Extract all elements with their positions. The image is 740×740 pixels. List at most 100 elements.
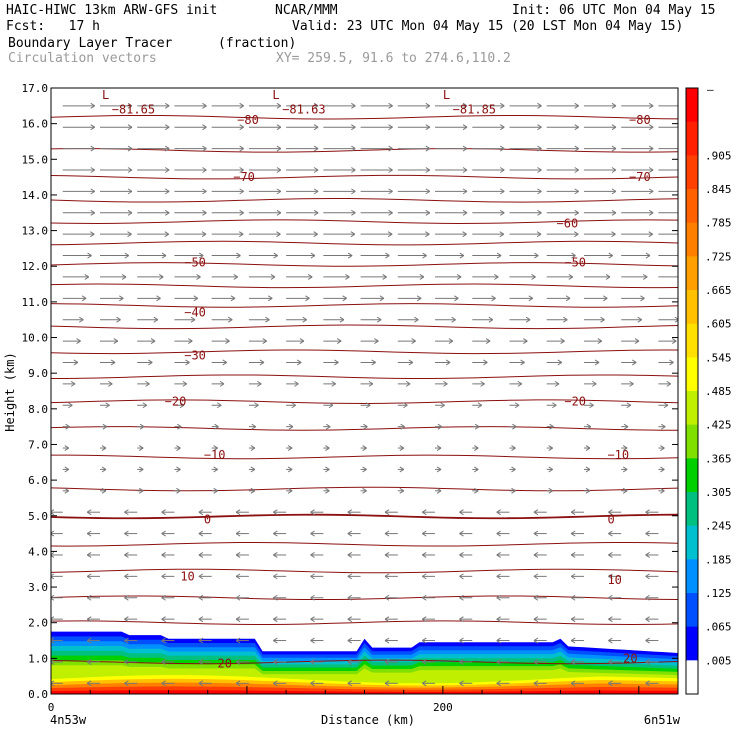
- colorbar-swatch: [686, 88, 698, 123]
- y-tick-label: 13.0: [22, 225, 49, 238]
- vector-arrow-head: [600, 316, 605, 323]
- colorbar: – .905 .845 .785 .725 .665 .605 .545 .485 .425 .36…: [685, 83, 732, 695]
- vector-arrow-head: [537, 209, 542, 216]
- vector-arrow-head: [313, 124, 319, 131]
- vector-arrow-head: [488, 316, 494, 323]
- vector-arrow-head: [674, 316, 678, 323]
- vector-arrow-head: [351, 145, 356, 152]
- vector-arrow-head: [164, 231, 170, 238]
- vector-arrow-head: [239, 167, 244, 173]
- contour-label: −81.85: [453, 102, 496, 116]
- vector-arrow-head: [570, 637, 576, 644]
- vector-arrow-head: [570, 616, 576, 623]
- vector-arrow-head: [388, 145, 393, 152]
- vector-arrow-head: [276, 145, 282, 152]
- vector-arrow-head: [276, 124, 282, 131]
- vector-arrow-head: [351, 209, 356, 216]
- colorbar-swatch: [686, 290, 698, 325]
- vector-arrow-head: [124, 252, 130, 259]
- vector-arrow-head: [164, 167, 170, 173]
- vector-arrow-head: [512, 423, 517, 430]
- contour-label: L: [102, 88, 109, 102]
- vector-arrow-head: [605, 274, 611, 280]
- contour-label: −70: [629, 170, 651, 184]
- vector-arrow-head: [350, 231, 356, 238]
- vector-arrow-head: [239, 209, 244, 216]
- vector-arrow-head: [459, 509, 464, 516]
- vector-arrow-head: [310, 509, 315, 516]
- vector-arrow-head: [161, 252, 167, 259]
- vector-arrow-head: [608, 252, 614, 259]
- vector-arrow-head: [287, 487, 293, 494]
- colorbar-swatch: [686, 189, 698, 224]
- colorbar-swatch: [686, 323, 698, 358]
- vector-arrow-head: [388, 188, 393, 195]
- vector-arrow-head: [159, 274, 164, 280]
- vector-arrow-head: [101, 487, 107, 494]
- vector-arrow-head: [235, 680, 241, 687]
- vector-arrow-head: [405, 380, 411, 387]
- vector-arrow-head: [528, 295, 534, 302]
- vector-arrow-head: [537, 102, 542, 109]
- vector-arrow-head: [637, 316, 643, 323]
- vector-arrow-head: [388, 209, 393, 216]
- vector-arrow-head: [313, 231, 318, 238]
- vector-arrow-head: [138, 466, 144, 473]
- vector-arrow-head: [384, 616, 390, 623]
- vector-arrow-head: [403, 402, 408, 409]
- vector-arrow-head: [235, 573, 241, 580]
- vector-arrow-head: [537, 167, 542, 173]
- vector-arrow-head: [462, 209, 468, 216]
- vector-arrow-head: [384, 552, 390, 558]
- vector-arrow-head: [296, 359, 302, 366]
- vector-arrow-head: [121, 274, 127, 280]
- isotherm-line: [51, 374, 678, 380]
- isotherm-contours: [51, 114, 678, 665]
- vector-arrow-head: [421, 594, 427, 601]
- vector-arrow-head: [557, 359, 563, 366]
- vector-arrow-head: [565, 295, 571, 302]
- vector-arrow-head: [388, 102, 393, 109]
- vector-arrow-head: [270, 274, 276, 280]
- vector-arrow-head: [496, 552, 501, 558]
- colorbar-label: .125: [705, 587, 732, 600]
- vector-arrow-head: [276, 209, 282, 216]
- vector-arrow-head: [421, 509, 427, 516]
- vector-arrow-head: [645, 573, 650, 580]
- vector-arrow-head: [525, 316, 531, 323]
- vector-arrow-head: [64, 487, 70, 494]
- vector-arrow-head: [235, 616, 241, 623]
- vector-arrow-head: [376, 316, 382, 323]
- vector-arrow-head: [161, 509, 166, 516]
- vector-arrow-head: [363, 423, 368, 430]
- x-tick-label: 0: [48, 701, 55, 714]
- vector-arrow-head: [634, 338, 640, 345]
- isotherm-line: [51, 454, 678, 460]
- contour-label: −81.65: [112, 102, 155, 116]
- vector-arrow-head: [425, 102, 431, 109]
- vector-arrow-head: [574, 145, 579, 152]
- vector-arrow-head: [198, 530, 204, 537]
- colorbar-label: .485: [705, 385, 732, 398]
- vector-arrow-head: [51, 509, 55, 516]
- vector-arrow-head: [594, 359, 600, 366]
- vector-arrow-head: [164, 188, 170, 195]
- vector-arrow-head: [568, 274, 574, 280]
- contour-label: 20: [218, 657, 232, 671]
- isotherm-line: [51, 240, 678, 246]
- vector-arrow-head: [443, 380, 448, 387]
- vector-arrow-head: [660, 466, 665, 473]
- vector-arrow-head: [445, 359, 451, 366]
- vector-arrow-head: [307, 274, 313, 280]
- vector-arrow-head: [425, 145, 431, 152]
- vector-arrow-head: [90, 188, 96, 195]
- vector-arrow-head: [399, 445, 405, 451]
- vector-arrow-head: [276, 188, 282, 195]
- vector-arrow-head: [86, 680, 92, 687]
- vector-arrow-head: [537, 124, 542, 131]
- vector-arrow-head: [227, 316, 233, 323]
- vector-arrow-head: [86, 573, 92, 580]
- vector-arrow-head: [73, 359, 79, 366]
- vector-arrow-head: [342, 295, 347, 302]
- vector-arrow-head: [176, 466, 181, 473]
